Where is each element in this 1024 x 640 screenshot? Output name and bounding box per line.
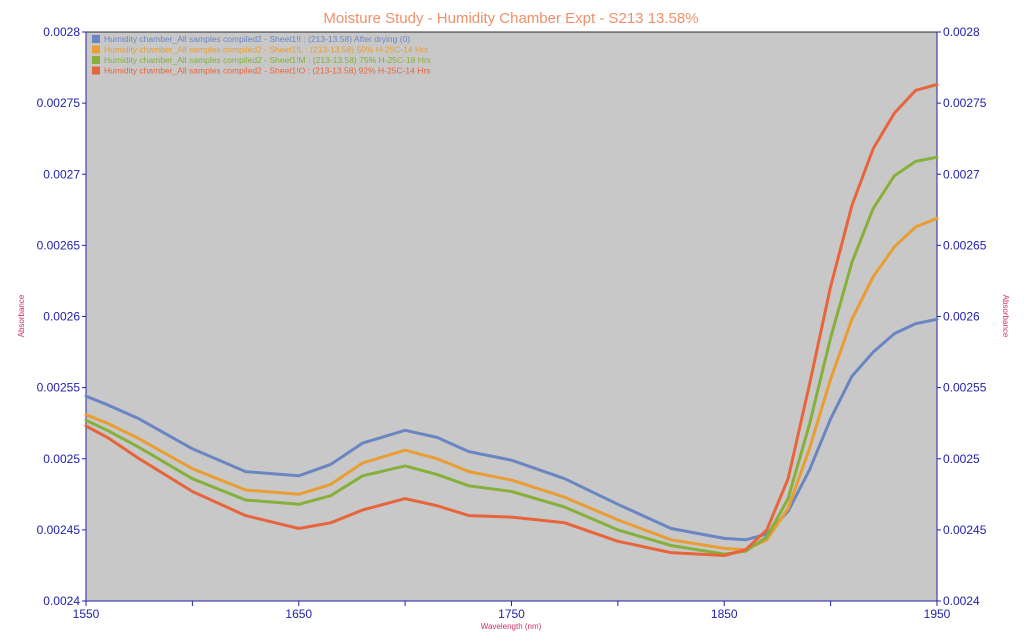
x-tick-label: 1950 bbox=[924, 607, 951, 621]
y-axis-title-left: Absorbance bbox=[17, 294, 26, 337]
legend-label-2: Humidity chamber_All samples compiled2 -… bbox=[104, 45, 428, 55]
series-line-4 bbox=[84, 83, 939, 557]
y-tick-label-right: 0.00255 bbox=[943, 381, 987, 395]
y-tick-label-right: 0.00245 bbox=[943, 523, 987, 537]
y-tick-label-right: 0.0025 bbox=[943, 452, 980, 466]
legend: Humidity chamber_All samples compiled2 -… bbox=[92, 34, 431, 76]
legend-label-3: Humidity chamber_All samples compiled2 -… bbox=[104, 55, 431, 65]
y-tick-label-left: 0.0026 bbox=[43, 310, 80, 324]
series-line-3 bbox=[84, 155, 939, 556]
y-tick-label-left: 0.0024 bbox=[43, 594, 80, 608]
legend-swatch-3 bbox=[92, 56, 100, 64]
legend-swatch-2 bbox=[92, 45, 100, 54]
y-tick-label-right: 0.00265 bbox=[943, 238, 987, 252]
y-axis-right: 0.0024 0.00245 0.0025 0.00255 0.0026 0.00265 0… bbox=[936, 25, 987, 608]
legend-label-4: Humidity chamber_All samples compiled2 -… bbox=[104, 66, 430, 76]
y-tick-label-right: 0.0026 bbox=[943, 310, 980, 324]
x-axis: 1550 1650 1750 1850 1950 bbox=[73, 600, 951, 621]
chart-title: Moisture Study - Humidity Chamber Expt -… bbox=[323, 10, 698, 27]
y-tick-label-right: 0.00275 bbox=[943, 96, 987, 110]
y-tick-label-left: 0.0025 bbox=[43, 452, 80, 466]
y-tick-label-left: 0.00265 bbox=[37, 238, 81, 252]
y-tick-label-left: 0.00255 bbox=[37, 381, 81, 395]
x-axis-title: Wavelength (nm) bbox=[481, 622, 542, 631]
series-line-1 bbox=[84, 317, 939, 542]
legend-swatch-4 bbox=[92, 66, 100, 75]
legend-label-1: Humidity chamber_All samples compiled2 -… bbox=[104, 34, 410, 44]
x-tick-label: 1550 bbox=[73, 607, 100, 621]
series-group bbox=[84, 83, 939, 557]
y-tick-label-left: 0.00275 bbox=[37, 96, 81, 110]
y-tick-label-right: 0.0027 bbox=[943, 167, 980, 181]
y-axis-title-right: Absorbance bbox=[1001, 295, 1010, 338]
y-axis-left: 0.0024 0.00245 0.0025 0.00255 0.0026 0.00265 0… bbox=[37, 25, 87, 608]
y-tick-label-right: 0.0024 bbox=[943, 594, 980, 608]
y-tick-label-left: 0.0027 bbox=[43, 167, 80, 181]
y-tick-label-left: 0.00245 bbox=[37, 523, 81, 537]
y-tick-label-left: 0.0028 bbox=[43, 25, 80, 39]
x-tick-label: 1650 bbox=[285, 607, 312, 621]
legend-swatch-1 bbox=[92, 35, 100, 43]
x-tick-label: 1750 bbox=[498, 607, 525, 621]
y-tick-label-right: 0.0028 bbox=[943, 25, 980, 39]
x-tick-label: 1850 bbox=[711, 607, 738, 621]
series-line-2 bbox=[84, 216, 939, 552]
